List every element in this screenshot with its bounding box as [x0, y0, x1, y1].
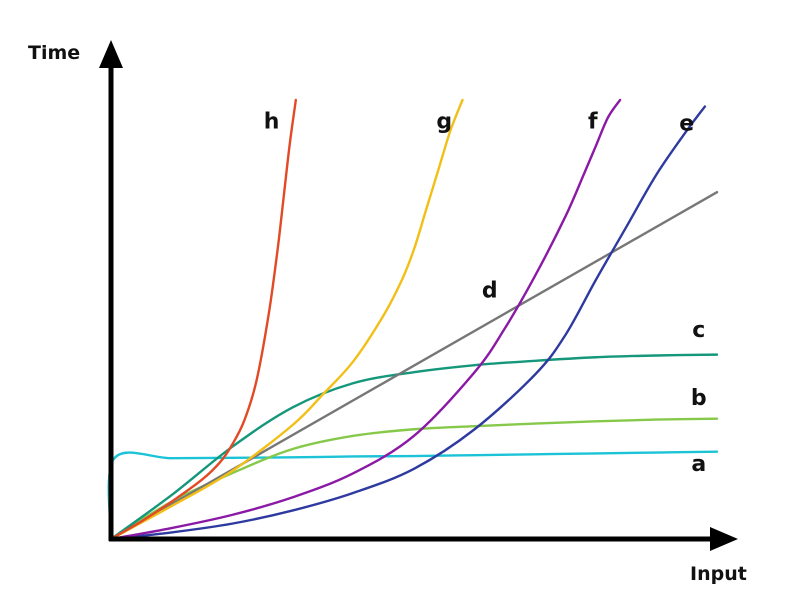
series-label-f: f: [588, 110, 598, 135]
series-labels-layer: h g f e d c b a: [264, 110, 707, 478]
series-label-d: d: [482, 279, 498, 304]
series-line-d: [109, 190, 719, 541]
x-axis-title: Input: [690, 563, 747, 585]
series-label-c: c: [692, 318, 705, 343]
series-line-e: [109, 105, 707, 541]
series-line-h: [109, 98, 298, 541]
series-label-b: b: [691, 386, 707, 411]
y-axis-title: Time: [28, 42, 80, 64]
series-label-e: e: [679, 112, 694, 137]
curves-layer: [107, 98, 719, 541]
series-line-g: [109, 98, 464, 541]
series-label-g: g: [436, 110, 452, 135]
x-axis-arrowhead: [710, 527, 738, 551]
series-line-c: [109, 353, 719, 541]
series-label-h: h: [264, 110, 280, 135]
series-line-a: [107, 450, 719, 541]
y-axis-arrowhead: [99, 40, 123, 68]
series-label-a: a: [691, 452, 706, 477]
series-line-f: [109, 98, 622, 541]
